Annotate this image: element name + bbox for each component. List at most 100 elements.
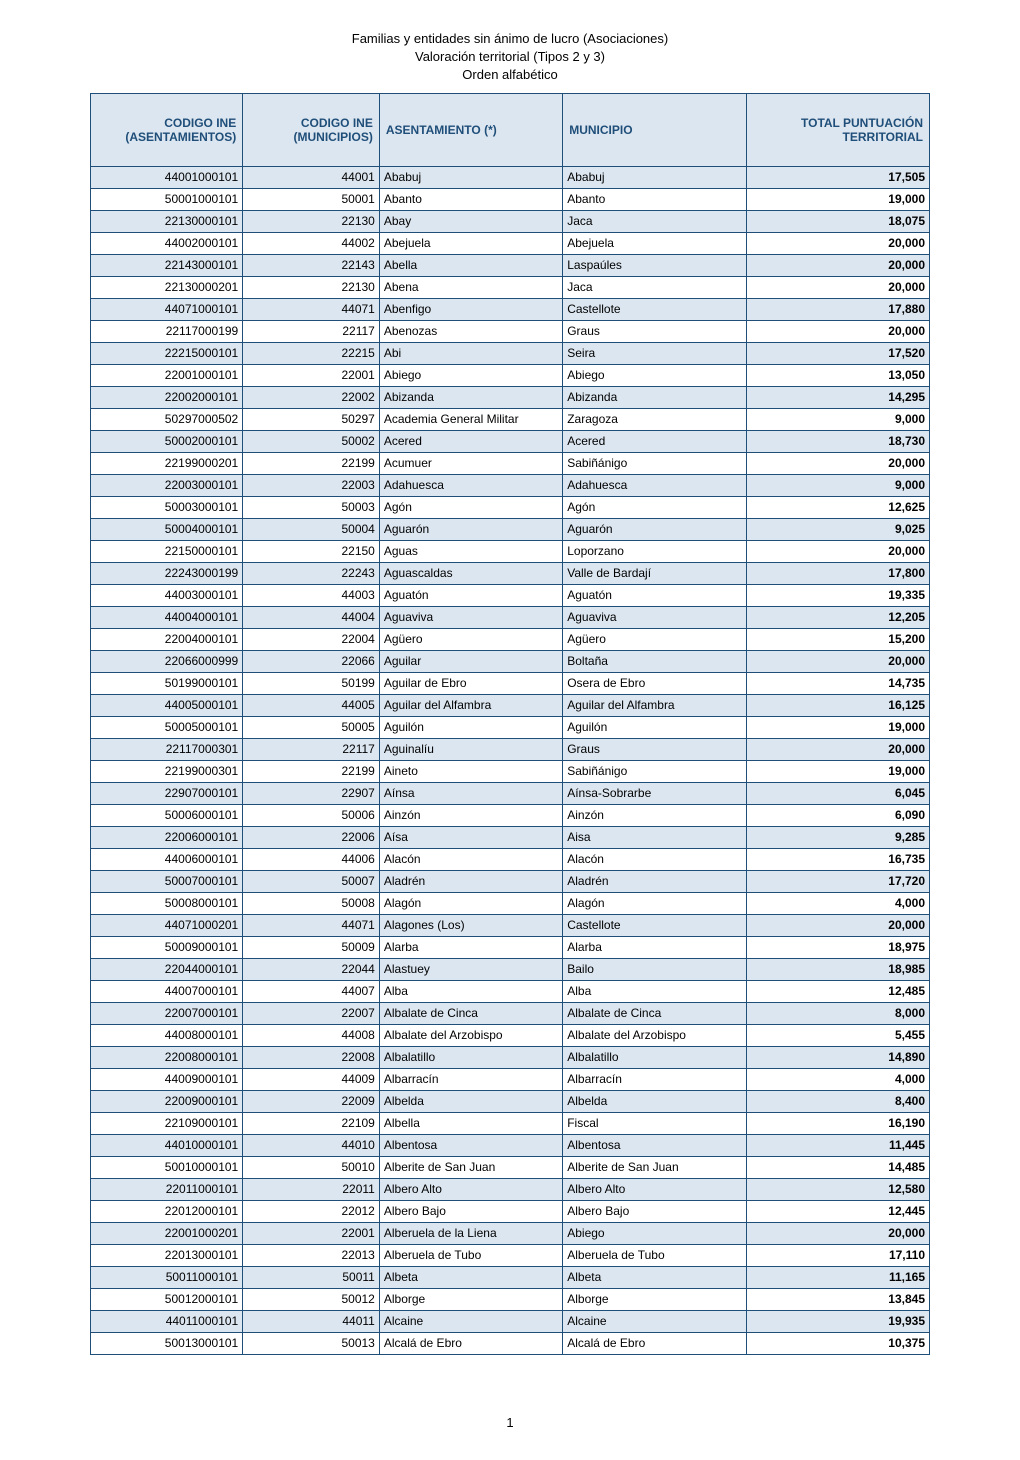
table-row: 4400900010144009AlbarracínAlbarracín4,00… bbox=[91, 1068, 930, 1090]
header-codigo-municipios: CODIGO INE (MUNICIPIOS) bbox=[243, 93, 380, 166]
table-cell: 44010 bbox=[243, 1134, 380, 1156]
table-row: 5000700010150007AladrénAladrén17,720 bbox=[91, 870, 930, 892]
table-cell: 22066000999 bbox=[91, 650, 243, 672]
table-cell: 12,445 bbox=[746, 1200, 929, 1222]
table-cell: Loporzano bbox=[563, 540, 746, 562]
table-row: 2213000020122130AbenaJaca20,000 bbox=[91, 276, 930, 298]
table-cell: Albalate del Arzobispo bbox=[563, 1024, 746, 1046]
table-cell: 22044 bbox=[243, 958, 380, 980]
table-cell: Zaragoza bbox=[563, 408, 746, 430]
table-cell: 22199000201 bbox=[91, 452, 243, 474]
table-cell: 44002000101 bbox=[91, 232, 243, 254]
table-row: 4407100020144071Alagones (Los)Castellote… bbox=[91, 914, 930, 936]
table-cell: Acered bbox=[379, 430, 562, 452]
table-row: 4407100010144071AbenfigoCastellote17,880 bbox=[91, 298, 930, 320]
table-cell: Aguaviva bbox=[379, 606, 562, 628]
table-cell: 22006000101 bbox=[91, 826, 243, 848]
table-cell: 50010000101 bbox=[91, 1156, 243, 1178]
table-cell: 44004 bbox=[243, 606, 380, 628]
table-cell: 22143 bbox=[243, 254, 380, 276]
table-cell: 22109000101 bbox=[91, 1112, 243, 1134]
table-row: 2206600099922066AguilarBoltaña20,000 bbox=[91, 650, 930, 672]
table-cell: Aguinalíu bbox=[379, 738, 562, 760]
table-cell: Alagón bbox=[379, 892, 562, 914]
table-cell: Aguilar de Ebro bbox=[379, 672, 562, 694]
table-cell: 22109 bbox=[243, 1112, 380, 1134]
table-row: 2215000010122150AguasLoporzano20,000 bbox=[91, 540, 930, 562]
table-row: 5001000010150010Alberite de San JuanAlbe… bbox=[91, 1156, 930, 1178]
table-cell: 22008 bbox=[243, 1046, 380, 1068]
table-cell: 22215 bbox=[243, 342, 380, 364]
table-cell: 22007 bbox=[243, 1002, 380, 1024]
table-cell: 19,000 bbox=[746, 188, 929, 210]
table-cell: 22143000101 bbox=[91, 254, 243, 276]
title-block: Familias y entidades sin ánimo de lucro … bbox=[90, 30, 930, 85]
table-cell: 22004000101 bbox=[91, 628, 243, 650]
table-row: 2200100010122001AbiegoAbiego13,050 bbox=[91, 364, 930, 386]
table-cell: 22009 bbox=[243, 1090, 380, 1112]
table-cell: Albalatillo bbox=[563, 1046, 746, 1068]
table-cell: 20,000 bbox=[746, 1222, 929, 1244]
table-cell: Alba bbox=[379, 980, 562, 1002]
table-cell: 22001000201 bbox=[91, 1222, 243, 1244]
table-cell: 22004 bbox=[243, 628, 380, 650]
table-cell: Alba bbox=[563, 980, 746, 1002]
table-cell: 14,485 bbox=[746, 1156, 929, 1178]
table-row: 2211700019922117AbenozasGraus20,000 bbox=[91, 320, 930, 342]
table-cell: Albelda bbox=[379, 1090, 562, 1112]
table-cell: Abanto bbox=[563, 188, 746, 210]
table-cell: Castellote bbox=[563, 298, 746, 320]
table-row: 5000600010150006AinzónAinzón6,090 bbox=[91, 804, 930, 826]
table-cell: Albero Bajo bbox=[563, 1200, 746, 1222]
title-line-3: Orden alfabético bbox=[90, 66, 930, 84]
table-cell: 50009 bbox=[243, 936, 380, 958]
table-cell: 50003000101 bbox=[91, 496, 243, 518]
table-cell: Graus bbox=[563, 738, 746, 760]
table-cell: Albentosa bbox=[563, 1134, 746, 1156]
header-codigo-asentamientos: CODIGO INE (ASENTAMIENTOS) bbox=[91, 93, 243, 166]
table-cell: 22199 bbox=[243, 760, 380, 782]
table-cell: 17,520 bbox=[746, 342, 929, 364]
table-cell: Academia General Militar bbox=[379, 408, 562, 430]
table-cell: 50297 bbox=[243, 408, 380, 430]
data-table: CODIGO INE (ASENTAMIENTOS) CODIGO INE (M… bbox=[90, 93, 930, 1355]
table-cell: 50011 bbox=[243, 1266, 380, 1288]
table-cell: 20,000 bbox=[746, 914, 929, 936]
table-row: 5000400010150004AguarónAguarón9,025 bbox=[91, 518, 930, 540]
table-cell: 44010000101 bbox=[91, 1134, 243, 1156]
table-cell: 44002 bbox=[243, 232, 380, 254]
table-row: 5000500010150005AguilónAguilón19,000 bbox=[91, 716, 930, 738]
table-cell: 44006 bbox=[243, 848, 380, 870]
table-cell: Ainzón bbox=[563, 804, 746, 826]
table-cell: Sabiñánigo bbox=[563, 760, 746, 782]
table-cell: Agüero bbox=[379, 628, 562, 650]
table-cell: 14,295 bbox=[746, 386, 929, 408]
header-row: CODIGO INE (ASENTAMIENTOS) CODIGO INE (M… bbox=[91, 93, 930, 166]
table-cell: Ababuj bbox=[563, 166, 746, 188]
table-row: 5000100010150001AbantoAbanto19,000 bbox=[91, 188, 930, 210]
table-cell: Albelda bbox=[563, 1090, 746, 1112]
table-row: 5001100010150011AlbetaAlbeta11,165 bbox=[91, 1266, 930, 1288]
table-cell: 4,000 bbox=[746, 892, 929, 914]
table-cell: 15,200 bbox=[746, 628, 929, 650]
table-cell: Alagón bbox=[563, 892, 746, 914]
table-cell: 19,935 bbox=[746, 1310, 929, 1332]
table-cell: Aguaviva bbox=[563, 606, 746, 628]
table-cell: 22243 bbox=[243, 562, 380, 584]
table-cell: Sabiñánigo bbox=[563, 452, 746, 474]
table-cell: 22007000101 bbox=[91, 1002, 243, 1024]
table-cell: 22013000101 bbox=[91, 1244, 243, 1266]
table-cell: Alagones (Los) bbox=[379, 914, 562, 936]
table-cell: Albero Bajo bbox=[379, 1200, 562, 1222]
table-cell: 4,000 bbox=[746, 1068, 929, 1090]
table-cell: Osera de Ebro bbox=[563, 672, 746, 694]
table-cell: 44011000101 bbox=[91, 1310, 243, 1332]
table-cell: 50013000101 bbox=[91, 1332, 243, 1354]
table-cell: 20,000 bbox=[746, 452, 929, 474]
table-cell: 50297000502 bbox=[91, 408, 243, 430]
table-cell: 44009000101 bbox=[91, 1068, 243, 1090]
table-row: 2201300010122013Alberuela de TuboAlberue… bbox=[91, 1244, 930, 1266]
table-cell: 22215000101 bbox=[91, 342, 243, 364]
table-cell: Albalate del Arzobispo bbox=[379, 1024, 562, 1046]
table-cell: Abiego bbox=[379, 364, 562, 386]
